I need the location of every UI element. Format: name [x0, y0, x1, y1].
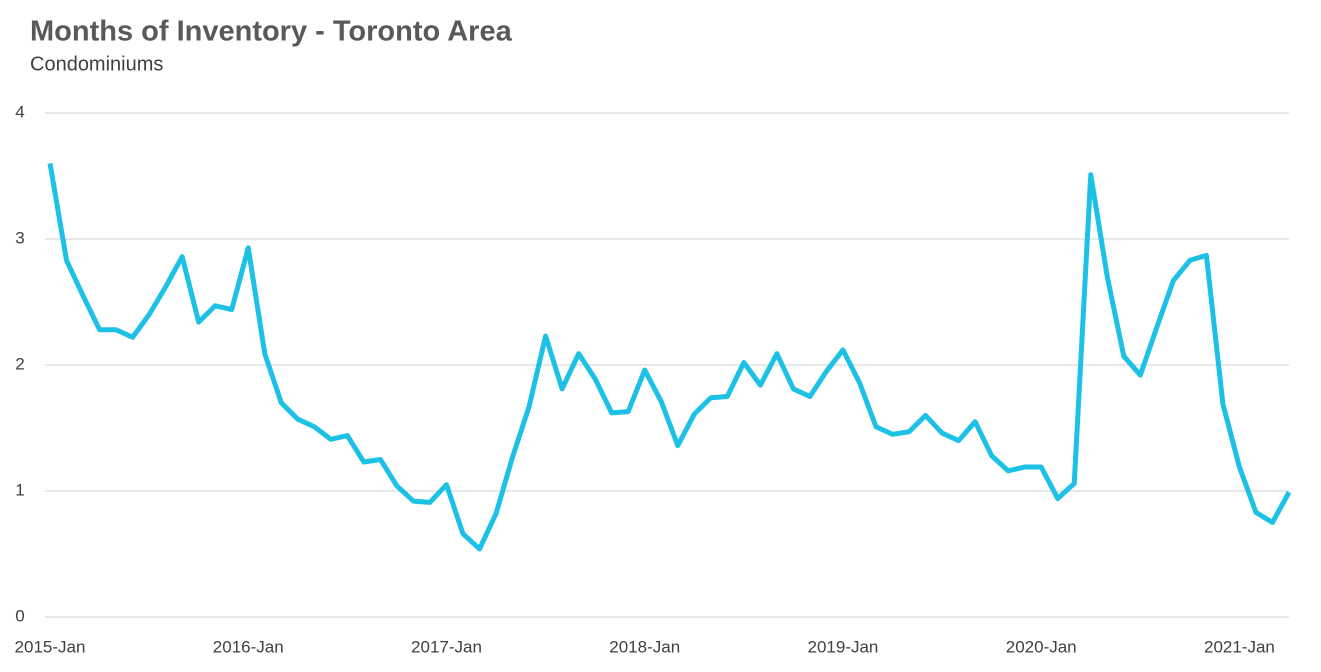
chart-title: Months of Inventory - Toronto Area	[30, 16, 513, 48]
y-tick-label: 2	[15, 354, 24, 373]
x-tick-label: 2018-Jan	[609, 637, 680, 656]
x-tick-label: 2019-Jan	[808, 637, 879, 656]
chart-subtitle: Condominiums	[30, 53, 163, 75]
x-tick-label: 2015-Jan	[15, 637, 86, 656]
y-tick-label: 3	[15, 228, 24, 247]
y-tick-label: 0	[15, 606, 24, 625]
y-tick-label: 4	[15, 102, 24, 121]
x-tick-label: 2017-Jan	[411, 637, 482, 656]
x-tick-label: 2016-Jan	[213, 637, 284, 656]
line-series	[47, 162, 1292, 552]
x-tick-label: 2020-Jan	[1006, 637, 1077, 656]
y-tick-label: 1	[15, 480, 24, 499]
x-tick-label: 2021-Jan	[1204, 637, 1275, 656]
